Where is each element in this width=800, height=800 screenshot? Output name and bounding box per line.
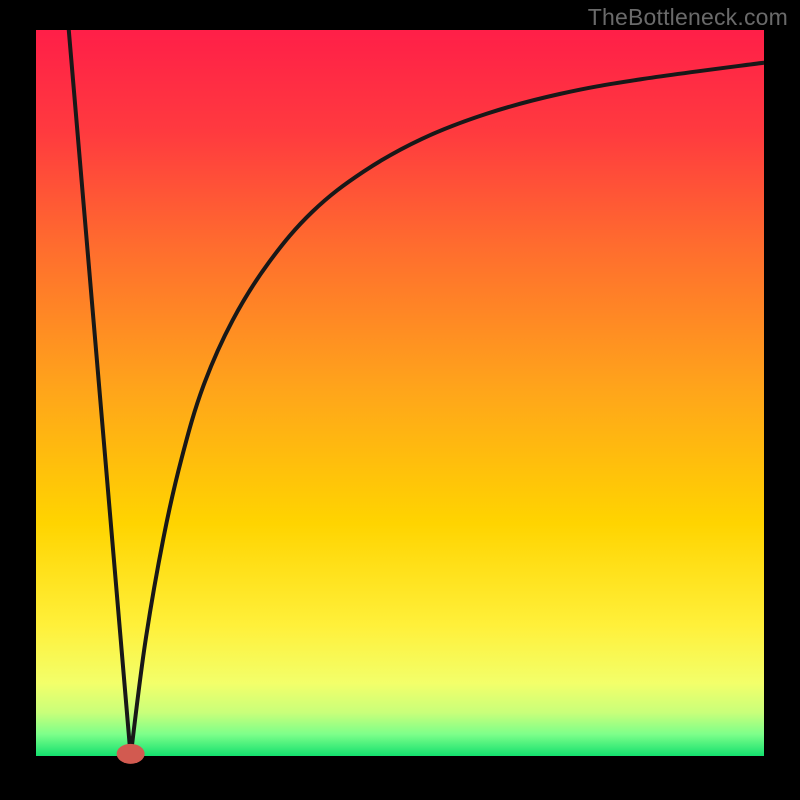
chart-container: TheBottleneck.com xyxy=(0,0,800,800)
bottleneck-curve-chart xyxy=(0,0,800,800)
minimum-marker xyxy=(117,744,145,764)
